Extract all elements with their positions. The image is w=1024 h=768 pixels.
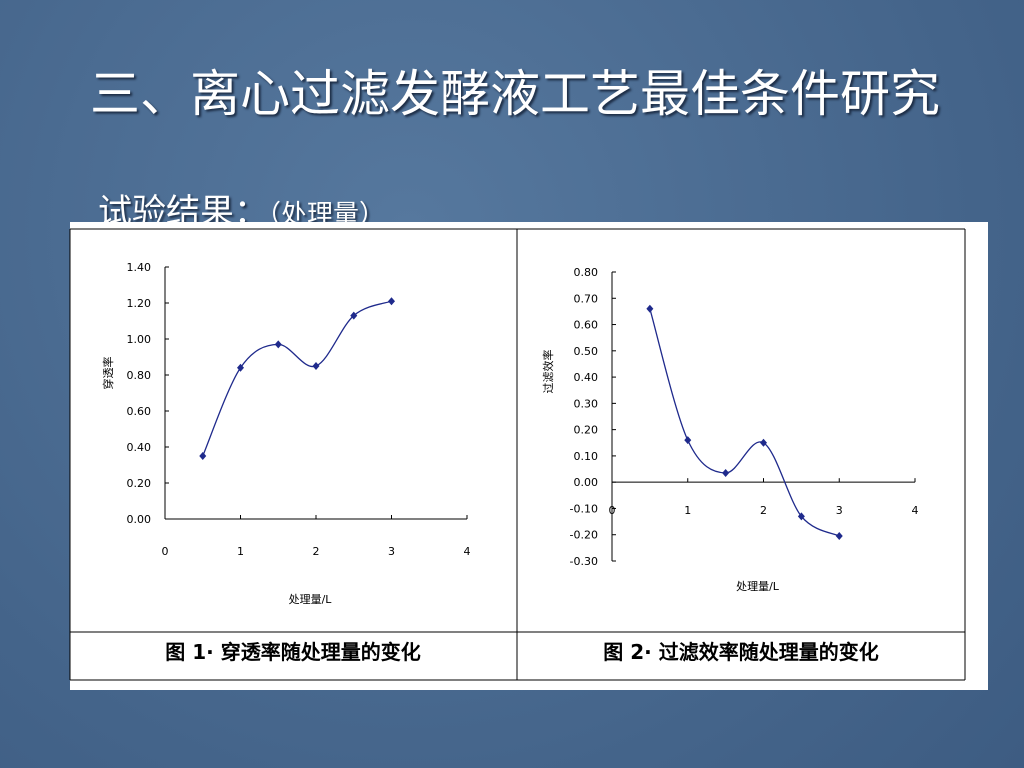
y-tick-label: -0.20 (570, 529, 598, 542)
x-tick-label: 2 (760, 504, 767, 517)
y-tick-label: 0.40 (574, 371, 599, 384)
point (388, 297, 395, 306)
point (797, 512, 805, 521)
y-tick-label: 0.30 (574, 397, 599, 410)
y-tick-label: 0.60 (127, 405, 152, 418)
point (199, 452, 207, 460)
point (722, 468, 730, 477)
x-tick-label: 0 (609, 504, 616, 517)
y-axis-label: 过滤效率 (541, 350, 555, 394)
chart-caption: 图 2· 过滤效率随处理量的变化 (603, 640, 878, 664)
point (274, 340, 282, 349)
point (760, 438, 767, 447)
y-tick-label: 0.40 (127, 441, 152, 454)
y-axis-label: 穿透率 (101, 357, 115, 390)
point (684, 436, 692, 445)
slide-title: 三、离心过滤发酵液工艺最佳条件研究 (90, 65, 940, 123)
y-tick-label: -0.10 (570, 502, 598, 515)
y-tick-label: 0.80 (574, 266, 599, 279)
figure-box (70, 222, 988, 690)
y-tick-label: 1.00 (127, 333, 152, 346)
y-tick-label: 1.20 (127, 297, 152, 310)
point (835, 532, 843, 541)
x-axis-label: 处理量/L (736, 580, 780, 593)
point (350, 311, 358, 320)
x-tick-label: 4 (464, 545, 471, 558)
y-tick-label: 0.00 (127, 513, 152, 526)
chart-caption: 图 1· 穿透率随处理量的变化 (165, 640, 420, 664)
y-tick-label: -0.30 (570, 555, 598, 568)
y-tick-label: 1.40 (127, 261, 152, 274)
x-tick-label: 3 (836, 504, 843, 517)
x-tick-label: 0 (162, 545, 169, 558)
y-tick-label: 0.60 (574, 319, 599, 332)
y-tick-label: 0.20 (127, 477, 152, 490)
x-tick-label: 4 (912, 504, 919, 517)
y-tick-label: 0.10 (574, 450, 599, 463)
point (312, 362, 320, 370)
x-tick-label: 3 (388, 545, 395, 558)
x-axis-label: 处理量/L (289, 593, 333, 606)
x-tick-label: 1 (237, 545, 244, 558)
y-tick-label: 0.20 (574, 424, 599, 437)
y-tick-label: 0.50 (574, 345, 599, 358)
y-tick-label: 0.70 (574, 292, 599, 305)
y-tick-label: 0.00 (574, 476, 599, 489)
x-tick-label: 1 (684, 504, 691, 517)
y-tick-label: 0.80 (127, 369, 152, 382)
x-tick-label: 2 (313, 545, 320, 558)
point (237, 363, 244, 372)
point (646, 304, 654, 313)
